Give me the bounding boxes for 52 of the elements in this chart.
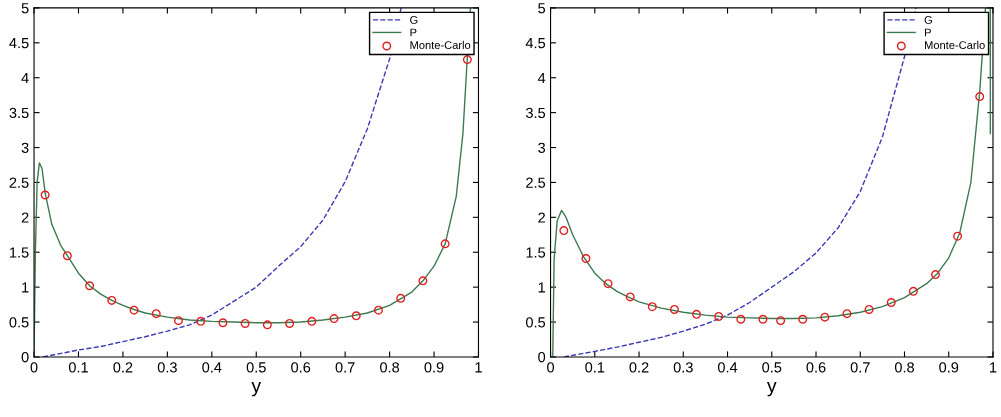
x-tick-label: 0.6 [806, 362, 826, 373]
y-tick-label: 1 [538, 282, 545, 293]
x-tick-label: 0.5 [246, 362, 266, 373]
x-tick-label: 0.9 [939, 362, 959, 373]
x-tick-label: 0.2 [113, 362, 133, 373]
x-tick-label: 0.9 [424, 362, 444, 373]
legend-label: P [410, 28, 417, 37]
legend-label: P [925, 28, 931, 37]
y-tick-label: 2.5 [526, 177, 546, 188]
x-tick-label: 0.1 [585, 362, 605, 373]
x-tick-label: 0 [30, 362, 38, 373]
y-tick-label: 5 [21, 3, 29, 14]
y-tick-label: 5 [538, 3, 546, 14]
x-tick-label: 0.5 [762, 362, 782, 373]
y-tick-label: 3 [538, 142, 546, 153]
x-tick-label: 0.8 [894, 362, 915, 373]
y-tick-label: 0.5 [525, 317, 546, 328]
y-tick-label: 2.5 [9, 177, 29, 188]
y-tick-label: 2 [21, 212, 29, 223]
y-tick-label: 3.5 [9, 107, 29, 119]
y-tick-label: 3 [21, 142, 29, 153]
legend-label: Monte-Carlo [925, 40, 985, 50]
x-tick-label: 0.1 [68, 362, 88, 373]
legend-label: Monte-Carlo [410, 40, 471, 50]
y-tick-label: 4.5 [9, 38, 29, 49]
y-tick-label: 1.5 [526, 247, 546, 258]
y-tick-label: 0.5 [9, 317, 29, 328]
x-tick-label: 0.3 [157, 362, 177, 373]
y-tick-label: 4 [537, 72, 546, 84]
y-tick-label: 4.5 [525, 38, 546, 49]
y-tick-label: 0 [538, 352, 546, 363]
x-tick-label: 0.3 [673, 362, 693, 373]
legend-label: G [410, 15, 418, 24]
x-tick-label: 0.6 [291, 362, 311, 373]
y-tick-label: 4 [21, 72, 29, 84]
y-tick-label: 0 [21, 352, 29, 363]
y-tick-label: 1.5 [10, 247, 29, 258]
x-tick-label: 0.4 [717, 362, 738, 373]
y-tick-label: 2 [538, 212, 545, 223]
x-tick-label: 0 [547, 362, 555, 373]
y-tick-label: 3.5 [525, 107, 546, 119]
x-tick-label: 1 [475, 362, 482, 373]
y-tick-label: 1 [22, 282, 29, 293]
x-axis-title: y [766, 382, 777, 397]
x-tick-label: 0.7 [335, 362, 355, 373]
x-axis-title: y [251, 382, 262, 397]
legend-label: G [924, 15, 932, 24]
x-tick-label: 0.2 [629, 362, 649, 373]
x-tick-label: 0.4 [202, 362, 222, 373]
x-tick-label: 0.7 [850, 362, 870, 373]
x-tick-label: 0.8 [380, 362, 400, 373]
x-tick-label: 1 [990, 362, 997, 373]
